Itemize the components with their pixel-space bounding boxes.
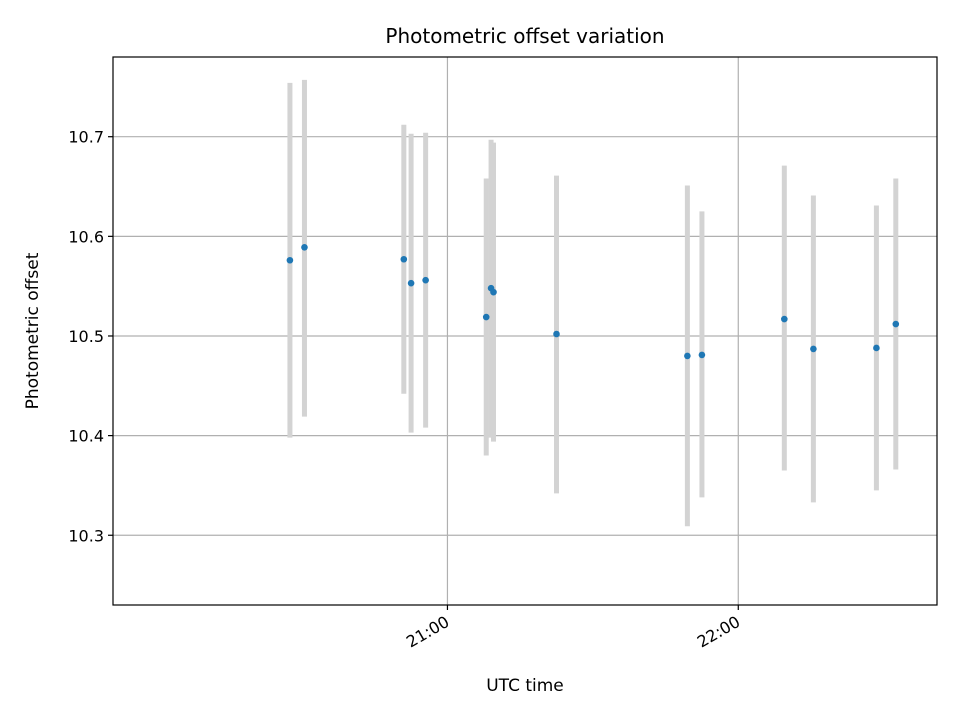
data-point <box>873 344 880 352</box>
y-tick-label: 10.5 <box>68 327 104 346</box>
data-point <box>810 345 817 353</box>
y-tick-label: 10.6 <box>68 227 104 246</box>
y-axis-label: Photometric offset <box>23 252 43 409</box>
y-tick-label: 10.3 <box>68 526 104 545</box>
data-point <box>781 315 788 323</box>
data-point <box>286 256 294 264</box>
x-axis-label: UTC time <box>486 676 564 696</box>
data-point <box>407 279 415 287</box>
data-point <box>684 352 691 360</box>
x-tick-label: 21:00 <box>403 612 452 652</box>
tick-layer: 21:0022:0023:0000:0001:0010.310.410.510.… <box>68 128 743 652</box>
data-point <box>892 320 900 328</box>
errorbar-layer <box>287 79 899 527</box>
data-point <box>400 255 408 263</box>
data-point <box>482 313 490 321</box>
chart-title: Photometric offset variation <box>385 24 664 48</box>
y-tick-label: 10.7 <box>68 128 104 147</box>
data-point <box>490 288 497 296</box>
x-tick-label: 22:00 <box>694 612 743 652</box>
data-point <box>553 330 560 338</box>
y-tick-label: 10.4 <box>68 427 104 446</box>
data-point <box>698 351 706 359</box>
plot-frame <box>112 56 938 606</box>
grid-layer <box>113 57 937 605</box>
data-point <box>422 276 429 284</box>
point-layer <box>286 244 900 360</box>
data-point <box>301 244 308 251</box>
